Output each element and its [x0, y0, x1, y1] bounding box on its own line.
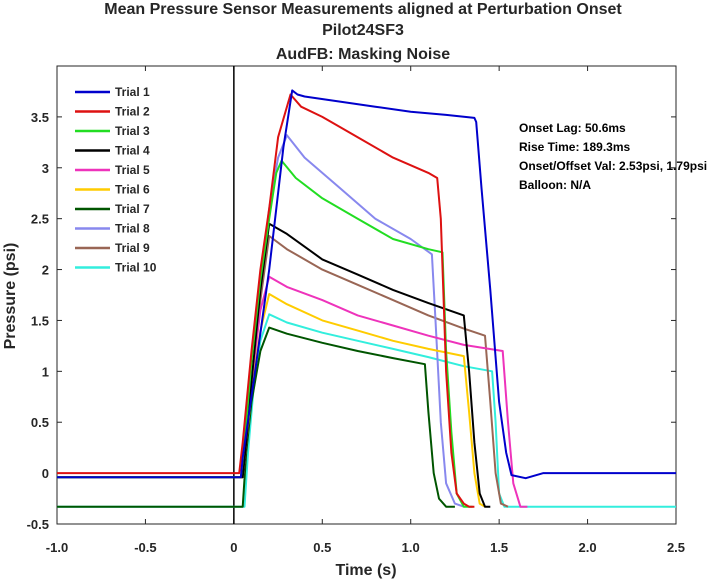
y-tick-label: 0.5 — [31, 415, 49, 430]
x-tick-label: 2.5 — [667, 540, 685, 555]
legend: Trial 1 Trial 2 Trial 3 Trial 4 Trial 5 Trial… — [66, 80, 178, 278]
x-ticks: -1.0 -0.5 0 0.5 1.0 1.5 2.0 2.5 — [46, 66, 685, 555]
chart-title-line-3: AudFB: Masking Noise — [276, 46, 450, 63]
annotation-onset-offset-val: Onset/Offset Val: 2.53psi, 1.79psi — [519, 159, 707, 173]
y-tick-label: 1.5 — [31, 313, 49, 328]
y-tick-label: 2 — [42, 263, 49, 278]
annotation-balloon: Balloon: N/A — [519, 178, 591, 192]
chart-title-line-2: Pilot24SF3 — [322, 22, 404, 39]
y-tick-label: 0 — [42, 466, 49, 481]
legend-label: Trial 7 — [115, 202, 150, 216]
y-tick-label: 3.5 — [31, 110, 49, 125]
chart-title-line-1: Mean Pressure Sensor Measurements aligne… — [104, 1, 622, 18]
legend-label: Trial 4 — [115, 144, 150, 158]
legend-label: Trial 9 — [115, 241, 150, 255]
annotation-rise-time: Rise Time: 189.3ms — [519, 140, 631, 154]
legend-label: Trial 8 — [115, 222, 150, 236]
y-tick-label: 2.5 — [31, 212, 49, 227]
x-tick-label: 0 — [230, 540, 237, 555]
y-tick-label: 1 — [42, 364, 49, 379]
x-tick-label: -1.0 — [46, 540, 68, 555]
series-lines — [57, 89, 676, 508]
x-axis-label: Time (s) — [335, 562, 396, 579]
x-tick-label: -0.5 — [134, 540, 156, 555]
x-tick-label: 1.0 — [402, 540, 420, 555]
legend-label: Trial 5 — [115, 163, 150, 177]
y-axis-label: Pressure (psi) — [2, 243, 19, 350]
x-tick-label: 1.5 — [490, 540, 508, 555]
annotation-block: Onset Lag: 50.6ms Rise Time: 189.3ms Ons… — [519, 121, 707, 192]
annotation-onset-lag: Onset Lag: 50.6ms — [519, 121, 626, 135]
x-tick-label: 0.5 — [313, 540, 331, 555]
legend-label: Trial 6 — [115, 183, 150, 197]
series-line-trial-7 — [57, 326, 455, 508]
legend-label: Trial 2 — [115, 105, 150, 119]
series-line-trial-1 — [57, 89, 676, 480]
series-line-trial-10 — [57, 313, 676, 508]
legend-label: Trial 1 — [115, 85, 150, 99]
legend-label: Trial 3 — [115, 124, 150, 138]
series-line-trial-2 — [57, 93, 475, 508]
legend-label: Trial 10 — [115, 261, 157, 275]
y-tick-label: -0.5 — [27, 517, 49, 532]
y-tick-label: 3 — [42, 161, 49, 176]
x-tick-label: 2.0 — [579, 540, 597, 555]
legend-box — [66, 80, 178, 278]
y-ticks: -0.5 0 0.5 1 1.5 2 2.5 3 3.5 — [27, 110, 676, 532]
